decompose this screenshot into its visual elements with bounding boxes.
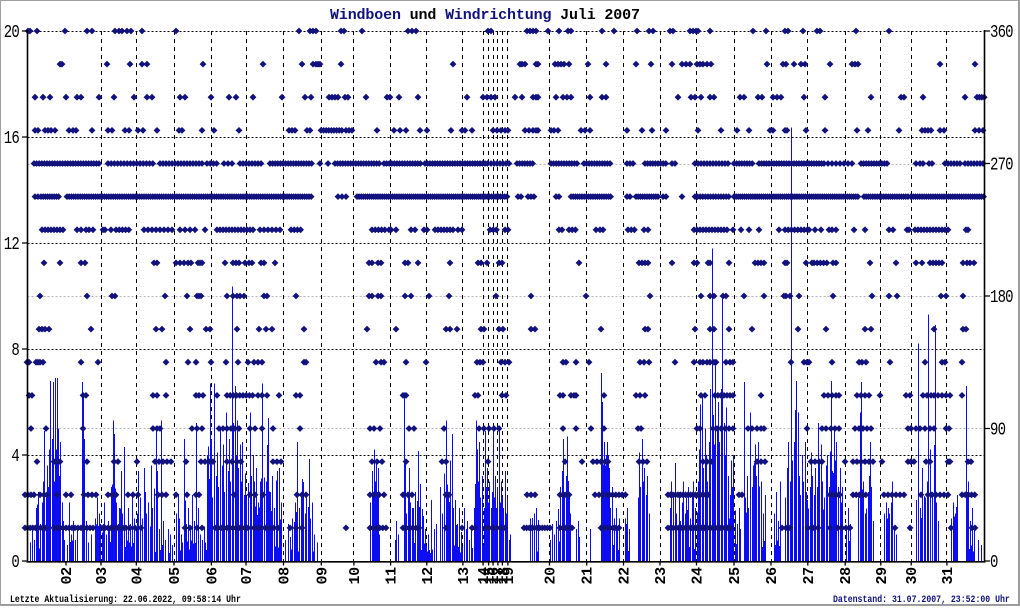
svg-text:4: 4 bbox=[11, 445, 19, 466]
svg-text:23: 23 bbox=[653, 567, 670, 585]
svg-text:Letzte Aktualisierung: 22.06.2: Letzte Aktualisierung: 22.06.2022, 09:58… bbox=[10, 593, 241, 605]
svg-text:18: 18 bbox=[495, 567, 512, 585]
svg-text:28: 28 bbox=[838, 567, 855, 585]
svg-text:12: 12 bbox=[420, 567, 437, 585]
svg-text:31: 31 bbox=[940, 567, 957, 585]
svg-text:16: 16 bbox=[4, 127, 19, 148]
svg-text:04: 04 bbox=[129, 567, 146, 585]
svg-text:20: 20 bbox=[4, 21, 19, 42]
svg-text:06: 06 bbox=[204, 567, 221, 585]
svg-text:29: 29 bbox=[874, 567, 891, 585]
svg-text:13: 13 bbox=[456, 567, 473, 585]
svg-text:17: 17 bbox=[491, 567, 508, 584]
svg-text:11: 11 bbox=[384, 567, 401, 585]
svg-text:22: 22 bbox=[617, 567, 634, 585]
svg-text:10: 10 bbox=[347, 567, 364, 585]
svg-text:12: 12 bbox=[4, 233, 19, 254]
svg-text:05: 05 bbox=[167, 567, 184, 585]
svg-text:08: 08 bbox=[277, 567, 294, 585]
svg-text:14: 14 bbox=[476, 567, 493, 585]
svg-text:24: 24 bbox=[690, 567, 707, 585]
svg-text:07: 07 bbox=[239, 567, 256, 584]
svg-text:0: 0 bbox=[990, 551, 998, 572]
svg-text:09: 09 bbox=[314, 567, 331, 585]
svg-text:19: 19 bbox=[501, 567, 518, 585]
svg-text:03: 03 bbox=[94, 567, 111, 585]
svg-text:270: 270 bbox=[990, 154, 1013, 175]
svg-text:180: 180 bbox=[990, 286, 1013, 307]
svg-text:8: 8 bbox=[11, 339, 19, 360]
svg-text:20: 20 bbox=[543, 567, 560, 585]
svg-text:16: 16 bbox=[486, 567, 503, 585]
svg-text:26: 26 bbox=[764, 567, 781, 585]
svg-text:25: 25 bbox=[727, 567, 744, 585]
svg-text:Windboen und Windrichtung Juli: Windboen und Windrichtung Juli 2007 bbox=[330, 7, 640, 24]
svg-text:90: 90 bbox=[990, 419, 1005, 440]
svg-text:30: 30 bbox=[904, 567, 921, 585]
svg-text:0: 0 bbox=[11, 551, 19, 572]
svg-text:360: 360 bbox=[990, 21, 1013, 42]
svg-text:Datenstand: 31.07.2007, 23:52:: Datenstand: 31.07.2007, 23:52:00 Uhr bbox=[833, 593, 1010, 605]
svg-text:02: 02 bbox=[59, 567, 76, 585]
svg-text:15: 15 bbox=[482, 567, 499, 585]
svg-text:21: 21 bbox=[580, 567, 597, 585]
svg-text:27: 27 bbox=[801, 567, 818, 584]
